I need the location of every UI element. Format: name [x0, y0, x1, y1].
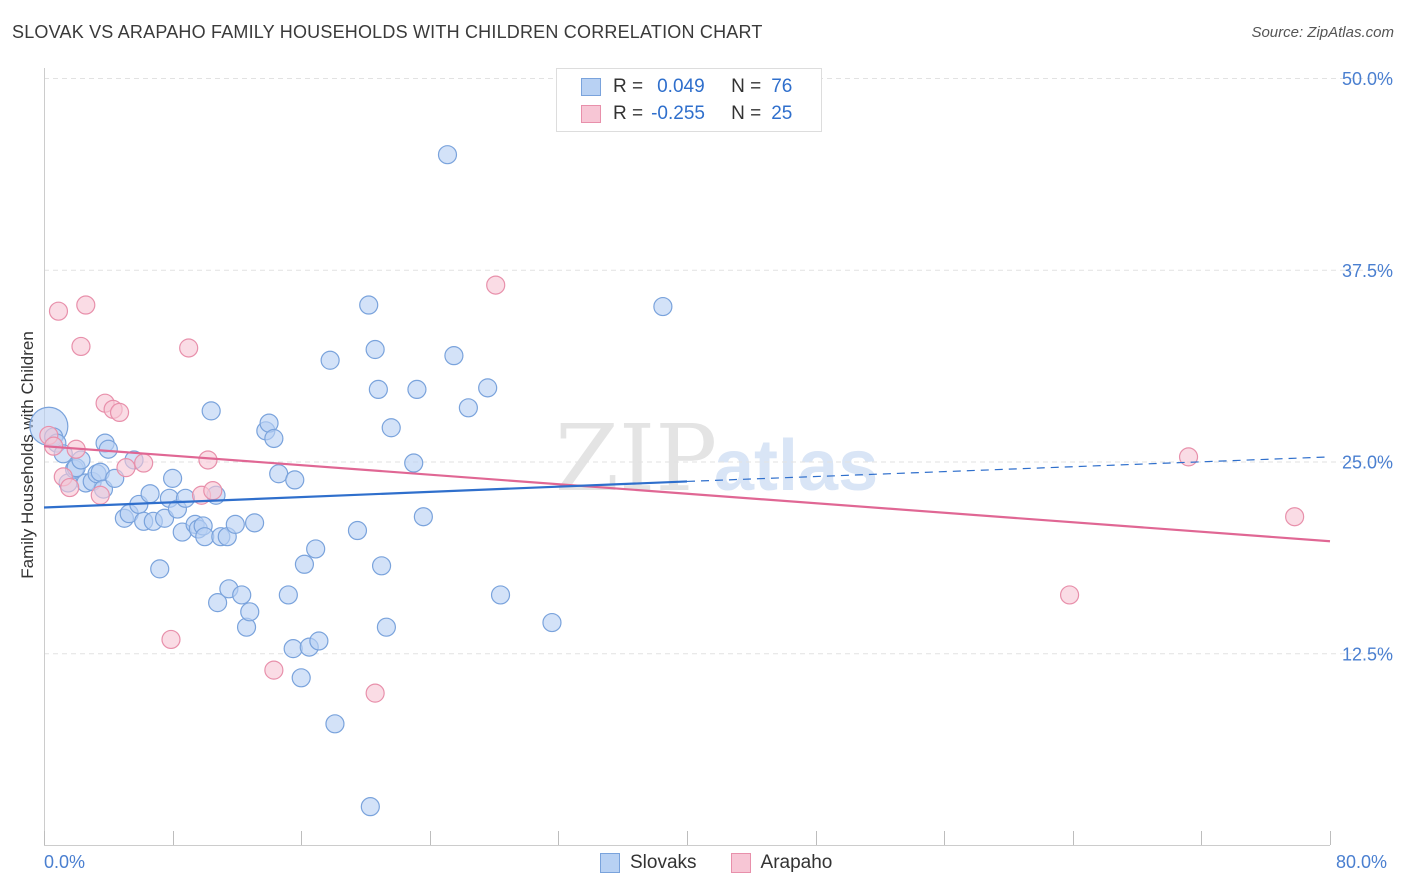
point-arapaho [134, 453, 154, 473]
point-slovaks [360, 797, 380, 817]
point-slovaks [285, 470, 305, 490]
series-arapaho-points [39, 275, 1305, 703]
legend-item-slovaks[interactable]: Slovaks [600, 852, 697, 874]
point-slovaks [407, 379, 427, 400]
point-slovaks [478, 378, 498, 398]
y-tick-label: 12.5% [1342, 644, 1393, 664]
point-slovaks [195, 527, 215, 547]
legend-swatch-pink [581, 105, 601, 123]
point-slovaks [542, 612, 562, 633]
point-slovaks [309, 631, 329, 651]
point-slovaks [264, 428, 284, 449]
point-slovaks [413, 507, 433, 527]
point-slovaks [325, 714, 345, 734]
point-arapaho [179, 338, 199, 358]
legend-label-arapaho: Arapaho [760, 852, 833, 873]
legend-label-slovaks: Slovaks [630, 852, 697, 873]
point-arapaho [365, 683, 385, 703]
point-arapaho [71, 336, 91, 357]
point-slovaks [225, 514, 245, 534]
point-slovaks [368, 379, 388, 400]
y-tick-label: 25.0% [1342, 453, 1393, 473]
legend-n-value: 25 [771, 103, 793, 124]
point-slovaks [306, 539, 326, 559]
legend-swatch-blue [581, 78, 601, 96]
point-slovaks [490, 585, 511, 605]
legend-n-value: 76 [771, 76, 793, 97]
point-slovaks [269, 464, 289, 484]
point-slovaks [240, 602, 260, 622]
legend-n-label: N = [731, 103, 762, 124]
point-slovaks [320, 350, 340, 370]
point-slovaks [278, 585, 298, 605]
point-arapaho [109, 402, 130, 423]
y-tick-label: 50.0% [1342, 69, 1393, 89]
trend-line-slovaks [43, 480, 688, 509]
point-slovaks [376, 617, 396, 637]
trend-line-arapaho [43, 445, 1331, 543]
point-slovaks [371, 556, 392, 576]
series-legend: Slovaks Arapaho [600, 852, 866, 874]
point-slovaks [175, 488, 196, 508]
legend-item-arapaho[interactable]: Arapaho [730, 852, 833, 874]
axes [44, 68, 1331, 846]
point-slovaks [347, 520, 368, 541]
point-slovaks [283, 639, 303, 659]
point-slovaks [365, 339, 385, 360]
point-slovaks [150, 559, 170, 579]
y-tick-labels: 12.5% 25.0% 37.5% 50.0% [1342, 69, 1393, 664]
point-arapaho [60, 477, 80, 498]
source-label: Source: ZipAtlas.com [1251, 24, 1394, 41]
trend-lines [43, 445, 1331, 543]
stats-legend: R = 0.049 N = 76 R = -0.255 N = 25 [556, 68, 822, 132]
point-slovaks [201, 401, 221, 421]
legend-swatch-arapaho [730, 853, 751, 873]
point-slovaks [208, 593, 228, 613]
point-arapaho [198, 450, 218, 470]
point-slovaks [98, 439, 118, 459]
point-arapaho [90, 485, 110, 505]
point-slovaks [163, 468, 183, 488]
chart-title: SLOVAK VS ARAPAHO FAMILY HOUSEHOLDS WITH… [12, 22, 763, 42]
legend-r-value: -0.255 [651, 103, 705, 124]
legend-r-label: R = [613, 103, 644, 124]
point-slovaks [381, 418, 401, 438]
legend-row-arapaho: R = -0.255 N = 25 [581, 101, 792, 127]
x-tick-label-min: 0.0% [44, 852, 86, 872]
point-arapaho [203, 481, 223, 501]
legend-row-slovaks: R = 0.049 N = 76 [581, 74, 792, 100]
point-slovaks [140, 484, 160, 504]
legend-r-value: 0.049 [657, 76, 705, 97]
point-slovaks [291, 668, 311, 688]
point-arapaho [1059, 585, 1080, 605]
point-arapaho [486, 275, 506, 295]
y-tick-label: 37.5% [1342, 261, 1393, 281]
watermark-atlas: atlas [714, 426, 878, 506]
point-arapaho [48, 301, 69, 321]
point-slovaks [359, 295, 379, 315]
point-slovaks [437, 145, 458, 165]
gridlines [44, 78, 1394, 655]
watermark-zip: ZIP [555, 405, 717, 512]
trend-line-slovaks-extension [686, 456, 1331, 483]
point-slovaks [294, 554, 315, 574]
point-arapaho [76, 295, 96, 315]
point-arapaho [1178, 447, 1199, 467]
point-arapaho [1285, 507, 1305, 527]
legend-r-label: R = [613, 76, 644, 97]
point-slovaks [653, 296, 673, 317]
legend-swatch-slovaks [600, 853, 620, 873]
point-slovaks [458, 398, 478, 418]
legend-n-label: N = [731, 76, 762, 97]
point-arapaho [116, 458, 136, 478]
point-slovaks [404, 453, 424, 473]
x-tick-label-max: 80.0% [1336, 852, 1388, 872]
point-arapaho [161, 629, 181, 650]
point-arapaho [264, 660, 284, 680]
point-slovaks [444, 346, 464, 366]
point-slovaks [232, 585, 252, 605]
point-slovaks [244, 513, 265, 533]
